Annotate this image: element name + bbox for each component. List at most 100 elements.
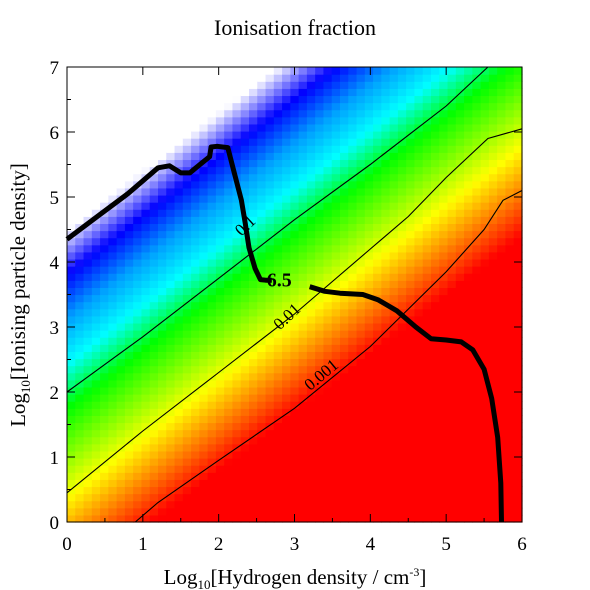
heatmap-cell [141, 458, 151, 466]
heatmap-cell [513, 116, 523, 125]
heatmap-cell [83, 450, 93, 459]
heatmap-cell [497, 379, 507, 388]
heatmap-cell [455, 500, 465, 509]
heatmap-cell [439, 273, 449, 281]
heatmap-cell [133, 273, 143, 281]
heatmap-cell [323, 209, 333, 217]
heatmap-cell [373, 322, 382, 331]
heatmap-cell [100, 81, 109, 89]
heatmap-cell [232, 237, 242, 246]
heatmap-cell [397, 401, 407, 409]
heatmap-cell [298, 436, 308, 445]
heatmap-cell [298, 479, 308, 488]
heatmap-cell [191, 486, 200, 495]
heatmap-cell [240, 322, 250, 331]
heatmap-cell [447, 486, 457, 495]
heatmap-cell [373, 88, 382, 97]
heatmap-cell [472, 308, 482, 317]
heatmap-cell [282, 102, 291, 111]
heatmap-cell [273, 386, 283, 395]
heatmap-cell [488, 187, 498, 196]
heatmap-cell [116, 180, 126, 189]
heatmap-cell [340, 138, 349, 146]
heatmap-cell [431, 88, 440, 97]
heatmap-cell [273, 102, 283, 111]
track-annotation: 6.5 [267, 270, 292, 292]
heatmap-cell [422, 394, 432, 402]
heatmap-cell [389, 351, 399, 360]
heatmap-cell [364, 109, 374, 118]
heatmap-cell [323, 266, 333, 274]
heatmap-cell [166, 152, 176, 161]
heatmap-cell [199, 472, 209, 480]
heatmap-cell [108, 287, 118, 296]
heatmap-cell [67, 401, 76, 409]
heatmap-cell [116, 472, 126, 480]
heatmap-cell [414, 458, 424, 466]
heatmap-cell [67, 159, 76, 168]
heatmap-cell [108, 408, 118, 416]
heatmap-cell [439, 237, 449, 246]
heatmap-cell [472, 358, 482, 367]
heatmap-cell [464, 266, 473, 274]
heatmap-cell [439, 351, 449, 360]
heatmap-cell [472, 507, 482, 516]
heatmap-cell [290, 109, 300, 118]
heatmap-cell [323, 152, 333, 161]
heatmap-cell [124, 273, 134, 281]
heatmap-cell [364, 401, 374, 409]
heatmap-cell [158, 258, 167, 267]
heatmap-cell [340, 379, 349, 388]
heatmap-cell [282, 280, 291, 288]
heatmap-cell [497, 209, 507, 217]
heatmap-cell [356, 301, 366, 310]
heatmap-cell [182, 251, 192, 260]
heatmap-cell [91, 386, 101, 395]
heatmap-cell [67, 95, 76, 104]
heatmap-cell [273, 351, 283, 360]
heatmap-cell [306, 159, 316, 168]
heatmap-cell [373, 330, 382, 338]
heatmap-cell [199, 486, 209, 495]
heatmap-cell [306, 187, 316, 196]
heatmap-cell [513, 479, 523, 488]
heatmap-cell [331, 337, 341, 345]
heatmap-cell [207, 365, 217, 374]
heatmap-cell [265, 88, 275, 97]
heatmap-cell [455, 130, 465, 139]
heatmap-cell [315, 102, 325, 111]
heatmap-cell [67, 422, 76, 431]
heatmap-cell [141, 337, 151, 345]
heatmap-cell [207, 187, 217, 196]
heatmap-cell [323, 443, 333, 452]
heatmap-cell [340, 344, 349, 352]
heatmap-cell [265, 166, 275, 175]
heatmap-cell [431, 266, 440, 274]
heatmap-cell [265, 244, 275, 253]
contour-line-0.1 [66, 66, 489, 393]
heatmap-cell [199, 344, 209, 352]
heatmap-cell [323, 315, 333, 324]
heatmap-cell [364, 493, 374, 502]
heatmap-cell [75, 237, 85, 246]
heatmap-cell [282, 81, 291, 89]
heatmap-cell [182, 230, 192, 239]
heatmap-cell [215, 244, 225, 253]
chart-title: Ionisation fraction [214, 15, 376, 40]
heatmap-cell [282, 216, 291, 225]
heatmap-cell [505, 514, 515, 523]
heatmap-cell [224, 472, 234, 480]
heatmap-cell [323, 237, 333, 246]
heatmap-cell [306, 223, 316, 232]
heatmap-cell [381, 344, 391, 352]
heatmap-cell [480, 351, 490, 360]
heatmap-cell [389, 251, 399, 260]
heatmap-cell [348, 230, 358, 239]
heatmap-cell [83, 308, 93, 317]
heatmap-cell [464, 67, 473, 75]
heatmap-cell [100, 486, 109, 495]
heatmap-cell [100, 401, 109, 409]
heatmap-cell [141, 102, 151, 111]
heatmap-cell [141, 67, 151, 75]
heatmap-cell [497, 173, 507, 182]
